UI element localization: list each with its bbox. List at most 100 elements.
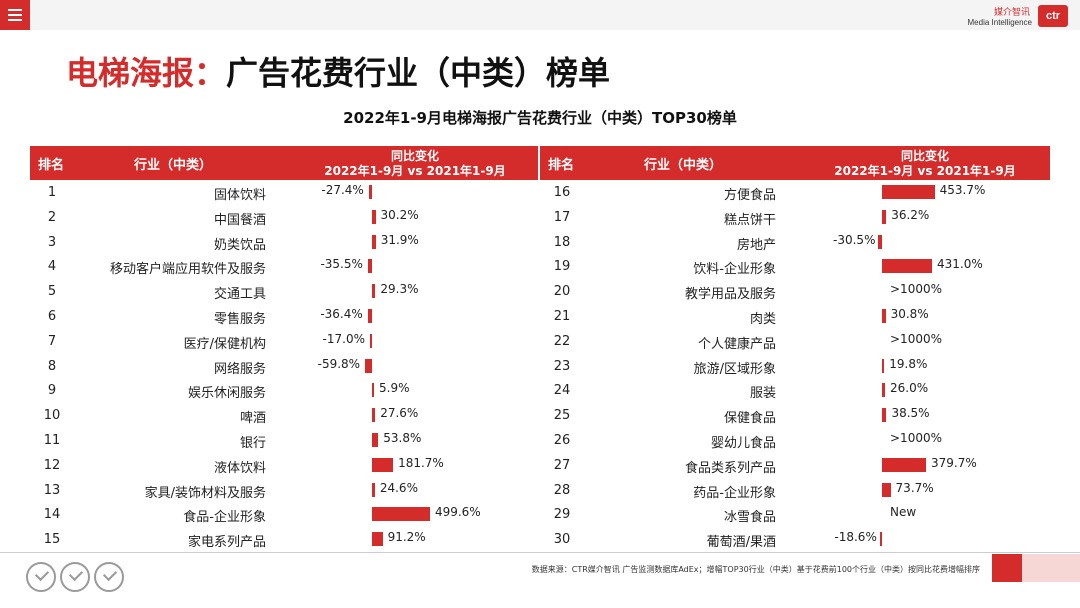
change-value-label: 5.9% (379, 381, 410, 396)
change-bar (372, 507, 430, 522)
change-bar (372, 284, 376, 299)
change-bar (882, 457, 927, 472)
header-rank: 排名 (38, 158, 65, 173)
rank-cell: 6 (47, 309, 57, 324)
industry-cell: 药品-企业形象 (693, 485, 776, 501)
table-row: 23 旅游/区域形象 19.8% (540, 354, 1050, 379)
change-bar (367, 259, 372, 274)
industry-cell: 葡萄酒/果酒 (706, 535, 776, 551)
table-row: 9 娱乐休闲服务 5.9% (30, 378, 538, 403)
rank-cell: 22 (553, 333, 571, 349)
rank-cell: 1 (47, 185, 57, 200)
table-row: 29 冰雪食品 New (540, 502, 1050, 527)
rank-cell: 28 (553, 482, 571, 498)
rank-cell: 16 (553, 185, 571, 200)
rank-cell: 18 (553, 234, 571, 250)
change-value-label: -35.5% (320, 257, 363, 272)
table-row: 28 药品-企业形象 73.7% (540, 478, 1050, 503)
rank-cell: 10 (43, 408, 61, 424)
change-bar (372, 408, 376, 423)
industry-cell: 保健食品 (723, 411, 776, 427)
industry-cell: 娱乐休闲服务 (187, 386, 266, 402)
rank-cell: 25 (553, 408, 571, 424)
change-value-label: 19.8% (889, 356, 928, 371)
table-row: 5 交通工具 29.3% (30, 279, 538, 304)
rank-cell: 9 (47, 383, 57, 399)
industry-cell: 奶类饮品 (213, 237, 266, 253)
change-value-label: 31.9% (380, 232, 419, 247)
industry-cell: 移动客户端应用软件及服务 (109, 262, 266, 278)
change-value-label: 73.7% (895, 480, 934, 495)
table-row: 26 婴幼儿食品 >1000% (540, 428, 1050, 453)
menu-icon[interactable] (0, 0, 30, 30)
change-value-label: 53.8% (383, 431, 422, 445)
change-value-label: -30.5% (833, 232, 876, 247)
change-bar (879, 532, 882, 547)
industry-cell: 旅游/区域形象 (693, 361, 776, 377)
logo-chinese-text: 媒介智讯 (993, 8, 1030, 18)
change-bar (368, 185, 372, 199)
industry-cell: 交通工具 (213, 287, 266, 303)
table-row: 25 保健食品 38.5% (540, 403, 1050, 428)
data-source-note: 数据来源：CTR媒介智讯 广告监测数据库AdEx；增幅TOP30行业（中类）基于… (531, 565, 980, 574)
change-value-label: 499.6% (434, 505, 481, 520)
table-row: 19 饮料-企业形象 431.0% (540, 254, 1050, 279)
table-row: 15 家电系列产品 91.2% (30, 527, 538, 552)
table-row: 12 液体饮料 181.7% (30, 453, 538, 478)
table-body-right: 16 方便食品 453.7% 17 糕点饼干 36.2% 18 房地产 -30.5% 19 饮料-企… (540, 180, 1050, 552)
change-bar (365, 358, 372, 373)
change-value-label: 91.2% (387, 530, 426, 545)
rank-cell: 19 (553, 259, 571, 275)
change-bar (882, 259, 932, 274)
change-bar (882, 482, 891, 497)
table-row: 4 移动客户端应用软件及服务 -35.5% (30, 254, 538, 279)
change-value-label: 38.5% (891, 406, 930, 421)
change-bar (372, 433, 379, 447)
change-value-label: New (890, 505, 917, 520)
top-bar: 媒介智讯 Media Intelligence ctr (0, 0, 1080, 30)
table-row: 22 个人健康产品 >1000% (540, 329, 1050, 354)
rank-cell: 29 (553, 507, 571, 523)
logo-english-text: Media Intelligence (967, 18, 1032, 27)
header-industry: 行业（中类） (644, 158, 723, 173)
certification-badge-icon (60, 562, 90, 592)
table-row: 10 啤酒 27.6% (30, 403, 538, 428)
change-bar (372, 532, 383, 547)
industry-cell: 婴幼儿食品 (710, 436, 776, 451)
change-bar (882, 209, 887, 224)
table-title: 2022年1-9月电梯海报广告花费行业（中类）TOP30榜单 (343, 109, 737, 127)
change-value-label: -17.0% (322, 331, 365, 346)
industry-cell: 饮料-企业形象 (693, 262, 776, 278)
change-value-label: 379.7% (931, 455, 977, 470)
industry-cell: 医疗/保健机构 (183, 336, 266, 352)
industry-cell: 液体饮料 (213, 460, 266, 476)
table-row: 30 葡萄酒/果酒 -18.6% (540, 527, 1050, 552)
table-row: 8 网络服务 -59.8% (30, 354, 538, 379)
industry-cell: 食品-企业形象 (183, 510, 266, 526)
change-bar (882, 383, 886, 398)
change-value-label: 453.7% (939, 183, 986, 197)
industry-cell: 网络服务 (213, 361, 266, 377)
industry-cell: 啤酒 (239, 411, 266, 427)
rank-cell: 26 (553, 433, 571, 448)
header-change: 同比变化 (900, 149, 949, 163)
change-bar (372, 234, 376, 249)
title-prefix: 电梯海报： (66, 54, 227, 92)
change-value-label: >1000% (890, 431, 942, 445)
change-value-label: 431.0% (936, 257, 983, 272)
rank-cell: 12 (43, 457, 61, 473)
industry-cell: 固体饮料 (213, 188, 266, 203)
table-row: 1 固体饮料 -27.4% (30, 180, 538, 205)
change-value-label: -27.4% (321, 183, 364, 197)
rank-cell: 21 (553, 309, 571, 324)
certification-badge-icon (94, 562, 124, 592)
change-bar (372, 209, 376, 224)
rank-cell: 8 (47, 358, 57, 374)
industry-cell: 家具/装饰材料及服务 (144, 485, 266, 501)
industry-cell: 家电系列产品 (187, 535, 266, 551)
change-value-label: 30.8% (890, 307, 929, 321)
rank-cell: 11 (43, 433, 61, 448)
table-header-left: 排名 行业（中类） 同比变化 2022年1-9月 vs 2021年1-9月 (30, 146, 538, 180)
rank-cell: 14 (43, 507, 61, 523)
table-row: 21 肉类 30.8% (540, 304, 1050, 329)
